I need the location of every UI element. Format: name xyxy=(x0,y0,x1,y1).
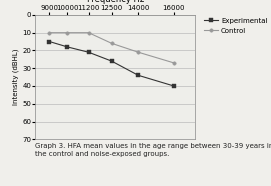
Control xyxy=(110,42,113,44)
Experimental xyxy=(66,46,69,48)
Control xyxy=(87,32,90,34)
Line: Experimental: Experimental xyxy=(48,40,176,88)
Control xyxy=(137,51,140,53)
Experimental xyxy=(110,60,113,62)
Legend: Experimental, Control: Experimental, Control xyxy=(202,15,270,37)
Control xyxy=(172,62,175,64)
Experimental xyxy=(48,40,51,43)
Text: Graph 3. HFA mean values in the age range between 30-39 years in
the control and: Graph 3. HFA mean values in the age rang… xyxy=(35,143,271,157)
Y-axis label: Intensity (dBHL): Intensity (dBHL) xyxy=(13,49,19,105)
Control xyxy=(48,32,51,34)
Control xyxy=(66,32,69,34)
X-axis label: Frequency Hz: Frequency Hz xyxy=(86,0,144,4)
Experimental xyxy=(137,74,140,76)
Experimental xyxy=(87,51,90,53)
Line: Control: Control xyxy=(48,31,176,65)
Experimental xyxy=(172,85,175,87)
